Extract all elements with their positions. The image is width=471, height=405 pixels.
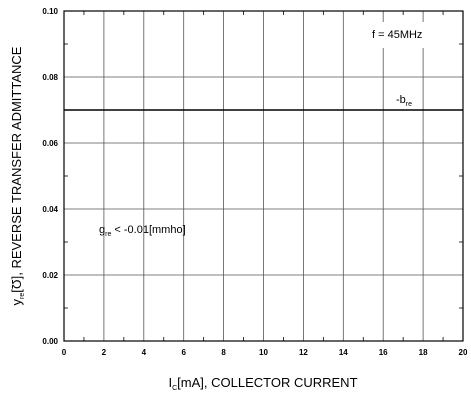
- y-tick-label: 0.04: [42, 205, 58, 214]
- y-tick-label: 0.02: [42, 271, 58, 280]
- y-axis-label-main: y: [9, 298, 24, 305]
- x-tick-label: 12: [299, 348, 308, 357]
- x-tick-label: 20: [459, 348, 468, 357]
- grid: [63, 10, 464, 342]
- y-axis-label-rest: [Ʊ], REVERSE TRANSFER ADMITTANCE: [9, 46, 24, 292]
- series-label-main: -b: [396, 94, 406, 106]
- x-tick-label: 4: [142, 348, 147, 357]
- plot-frame: [63, 10, 464, 342]
- y-tick-label: 0.08: [42, 73, 58, 82]
- x-tick-label: 6: [181, 348, 186, 357]
- x-axis-label-sub: C: [172, 385, 177, 392]
- annotation-main: g: [99, 224, 105, 236]
- y-tick-label: 0.10: [42, 7, 58, 16]
- series-label-sub: re: [406, 101, 412, 108]
- x-tick-label: 14: [339, 348, 348, 357]
- x-tick-labels: 0 2 4 6 8 10 12 14 16 18 20: [62, 348, 468, 357]
- condition-label-box: [364, 22, 451, 48]
- x-axis-label-rest: [mA], COLLECTOR CURRENT: [177, 375, 357, 390]
- x-tick-label: 10: [259, 348, 268, 357]
- x-tick-label: 8: [221, 348, 226, 357]
- series-label: -bre: [396, 94, 412, 108]
- y-tick-label: 0.00: [42, 337, 58, 346]
- y-tick-labels: 0.00 0.02 0.04 0.06 0.08 0.10: [42, 7, 58, 346]
- annotation-rest: < -0.01[mmho]: [111, 224, 185, 236]
- y-axis-label: yre[Ʊ], REVERSE TRANSFER ADMITTANCE: [9, 46, 26, 305]
- x-tick-label: 2: [102, 348, 107, 357]
- x-tick-label: 0: [62, 348, 67, 357]
- x-tick-label: 16: [379, 348, 388, 357]
- condition-label: f = 45MHz: [372, 29, 422, 41]
- x-axis-label-main: I: [168, 375, 172, 390]
- y-tick-label: 0.06: [42, 139, 58, 148]
- annotation: gre < -0.01[mmho]: [99, 224, 186, 238]
- annotation-sub: re: [105, 231, 111, 238]
- x-axis-label: IC[mA], COLLECTOR CURRENT: [168, 375, 357, 392]
- y-axis-label-sub: re: [19, 293, 26, 299]
- x-tick-label: 18: [419, 348, 428, 357]
